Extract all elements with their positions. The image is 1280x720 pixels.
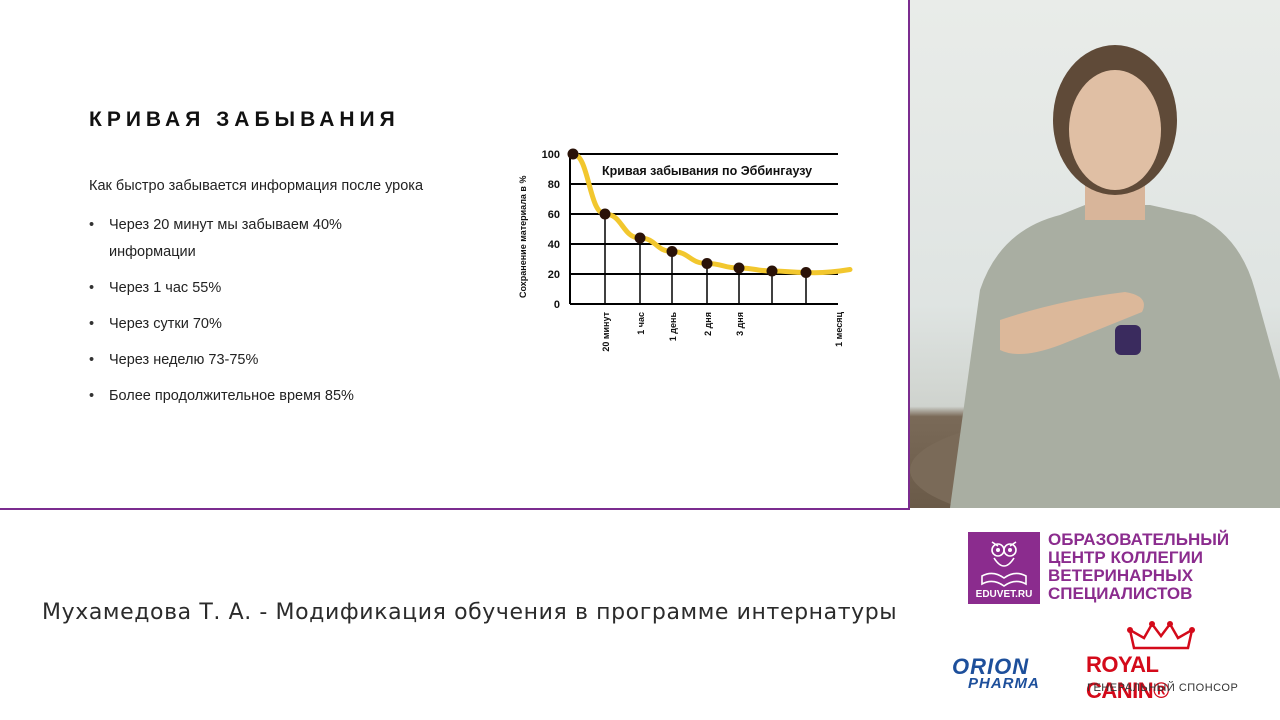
crown-icon xyxy=(1127,621,1195,650)
data-point xyxy=(666,246,678,257)
forgetting-curve-chart: 0 20 40 60 80 100 20 минут 1 час 1 день 2 дня 3 дн… xyxy=(518,148,853,352)
x-tick-label: 2 дня xyxy=(703,312,713,336)
x-tick-label: 1 день xyxy=(668,312,678,342)
chart-points xyxy=(567,148,812,278)
lecture-caption: Мухамедова Т. А. - Модификация обучения … xyxy=(42,600,898,625)
sponsor-label: ГЕНЕРАЛЬНЫЙ СПОНСОР xyxy=(1087,682,1239,694)
x-tick-label: 1 час xyxy=(636,312,646,335)
chart-labels: 0 20 40 60 80 100 20 минут 1 час 1 день 2 дня 3 дн… xyxy=(542,149,844,352)
data-point xyxy=(634,232,646,244)
royal-canin-wordmark: ROYAL CANIN® xyxy=(1086,652,1169,703)
y-axis-label: Сохранение материала в % xyxy=(518,176,528,298)
y-tick-label: 80 xyxy=(548,179,560,191)
divider-vertical xyxy=(908,0,910,510)
bullet-item: Через 1 час 55% xyxy=(89,275,409,302)
data-point xyxy=(567,148,579,160)
bullet-item: Через неделю 73-75% xyxy=(89,347,409,374)
divider-horizontal xyxy=(0,508,910,510)
slide-title: КРИВАЯ ЗАБЫВАНИЯ xyxy=(89,108,400,131)
orion-wordmark: ORION xyxy=(952,654,1030,679)
data-point xyxy=(800,267,812,278)
data-point xyxy=(599,208,611,220)
eduvet-logo: EDUVET.RU xyxy=(968,532,1040,604)
data-point xyxy=(701,258,713,269)
bullet-list: Через 20 минут мы забываем 40% информаци… xyxy=(89,212,409,419)
bullet-item: Через 20 минут мы забываем 40% информаци… xyxy=(89,212,409,266)
org-line: ОБРАЗОВАТЕЛЬНЫЙ xyxy=(1048,530,1230,549)
pharma-wordmark: PHARMA xyxy=(968,675,1040,692)
org-line: СПЕЦИАЛИСТОВ xyxy=(1048,584,1193,603)
bullet-item: Более продолжительное время 85% xyxy=(89,383,409,410)
org-line: ЦЕНТР КОЛЛЕГИИ xyxy=(1048,548,1203,567)
eduvet-site: EDUVET.RU xyxy=(975,589,1033,600)
x-tick-label: 3 дня xyxy=(735,312,745,336)
y-tick-label: 20 xyxy=(548,269,560,281)
speaker-silhouette xyxy=(910,45,1280,508)
chart-grid xyxy=(569,153,838,305)
presentation-slide: КРИВАЯ ЗАБЫВАНИЯ Как быстро забывается и… xyxy=(0,0,908,508)
data-point xyxy=(766,265,778,277)
y-tick-label: 60 xyxy=(548,209,560,221)
y-tick-label: 0 xyxy=(554,299,560,311)
royal-canin-logo: ROYAL CANIN® ГЕНЕРАЛЬНЫЙ СПОНСОР xyxy=(1086,620,1246,703)
chart-title-box xyxy=(594,156,822,182)
orion-pharma-logo: ORION PHARMA xyxy=(952,654,1052,694)
organization-name: ОБРАЗОВАТЕЛЬНЫЙ ЦЕНТР КОЛЛЕГИИ ВЕТЕРИНАР… xyxy=(1048,531,1258,603)
org-line: ВЕТЕРИНАРНЫХ xyxy=(1048,566,1194,585)
y-tick-label: 100 xyxy=(542,149,560,161)
x-tick-label: 1 месяц xyxy=(834,312,844,347)
slide-intro: Как быстро забывается информация после у… xyxy=(89,178,424,194)
bullet-item: Через сутки 70% xyxy=(89,311,409,338)
owl-book-icon xyxy=(981,541,1027,587)
chart-title: Кривая забывания по Эббингаузу xyxy=(602,164,812,178)
y-tick-label: 40 xyxy=(548,239,560,251)
speaker-video xyxy=(910,0,1280,508)
data-point xyxy=(733,262,745,274)
x-tick-label: 20 минут xyxy=(601,311,611,351)
